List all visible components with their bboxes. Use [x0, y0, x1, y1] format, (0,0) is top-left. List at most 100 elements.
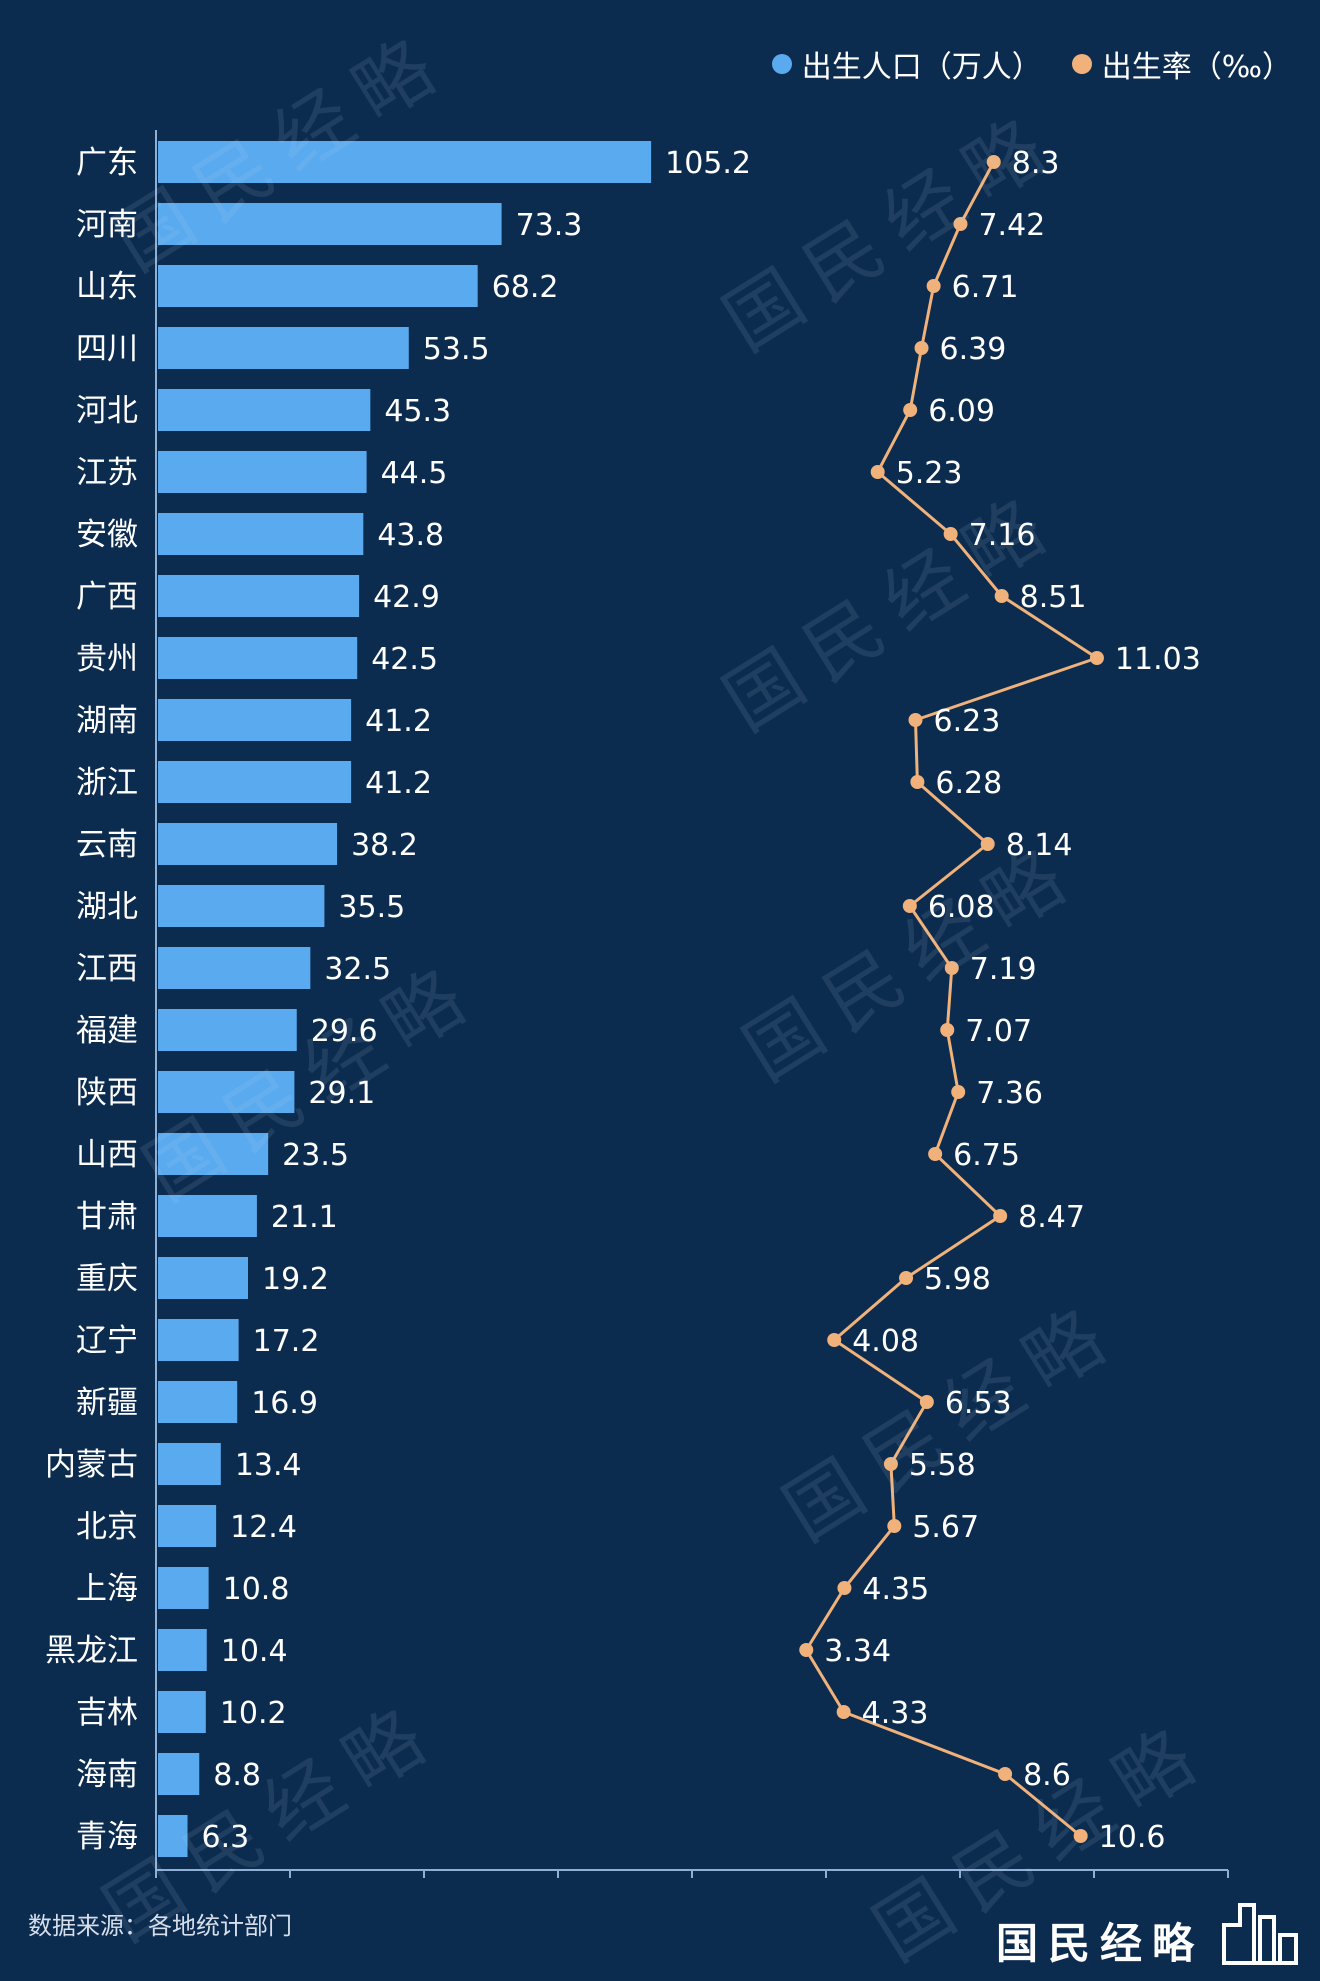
category-label: 山西	[76, 1137, 138, 1173]
rate-point	[902, 899, 917, 913]
category-label: 云南	[76, 827, 138, 863]
chart-legend: 出生人口（万人） 出生率（‰）	[771, 42, 1292, 86]
rate-value-label: 8.14	[1006, 828, 1073, 863]
rate-series-line	[804, 161, 1101, 1838]
category-label: 河南	[76, 207, 138, 243]
category-label: 海南	[76, 1757, 138, 1793]
bar-value-label: 29.1	[308, 1076, 375, 1111]
category-label: 辽宁	[76, 1323, 138, 1359]
bar-value-label: 43.8	[377, 518, 444, 553]
rate-value-label: 6.39	[940, 332, 1007, 367]
bar	[158, 513, 364, 555]
data-source: 数据来源： 各地统计部门	[28, 1906, 292, 1941]
bar	[158, 265, 478, 307]
bar	[158, 1071, 295, 1113]
rate-point	[1089, 651, 1104, 665]
rate-point	[837, 1581, 852, 1595]
rate-value-label: 7.07	[965, 1014, 1032, 1049]
rate-point	[910, 775, 925, 789]
category-label: 内蒙古	[45, 1447, 138, 1483]
category-label: 广东	[76, 145, 138, 181]
bar-value-label: 44.5	[381, 456, 448, 491]
bar	[158, 1133, 269, 1175]
rate-point	[827, 1333, 842, 1347]
rate-point	[928, 1147, 943, 1161]
bar-value-label: 8.8	[213, 1758, 261, 1793]
rate-value-label: 7.16	[969, 518, 1036, 553]
rate-value-label: 5.98	[924, 1262, 991, 1297]
data-source-label: 数据来源：	[28, 1912, 148, 1940]
rate-point	[1073, 1829, 1088, 1843]
bar-value-label: 45.3	[384, 394, 451, 429]
rate-point	[836, 1705, 851, 1719]
bar-value-label: 10.2	[220, 1696, 287, 1731]
bar	[158, 947, 311, 989]
bar	[158, 1629, 207, 1671]
bar	[158, 1319, 239, 1361]
bar	[158, 1567, 209, 1609]
category-label: 山东	[76, 269, 138, 305]
bar	[158, 1505, 217, 1547]
category-label: 河北	[76, 393, 138, 429]
rate-point	[944, 961, 959, 975]
bar-value-label: 105.2	[665, 146, 751, 181]
rate-value-label: 8.51	[1020, 580, 1087, 615]
logo-text: 国民经略	[995, 1919, 1204, 1968]
bar	[158, 1753, 200, 1795]
bar-value-label: 12.4	[230, 1510, 297, 1545]
rate-value-label: 5.58	[909, 1448, 976, 1483]
rate-point	[883, 1457, 898, 1471]
bar	[158, 1381, 238, 1423]
category-label: 重庆	[76, 1261, 138, 1297]
bar-value-label: 32.5	[324, 952, 391, 987]
bar	[158, 1815, 188, 1857]
rate-point	[799, 1643, 814, 1657]
bar	[158, 761, 352, 803]
rate-value-label: 5.23	[896, 456, 963, 491]
rate-value-label: 5.67	[912, 1510, 979, 1545]
bar-value-label: 42.5	[371, 642, 438, 677]
rate-point	[980, 837, 995, 851]
legend-label-births: 出生人口（万人）	[801, 50, 1042, 85]
bar	[158, 1443, 221, 1485]
rate-point	[953, 217, 968, 231]
rate-point	[903, 403, 918, 417]
bar	[158, 575, 360, 617]
bar	[158, 1009, 297, 1051]
bar-value-label: 42.9	[373, 580, 440, 615]
bar	[158, 1257, 248, 1299]
legend-swatch-births	[771, 54, 792, 74]
rate-point	[940, 1023, 955, 1037]
brand-logo: 国民经略	[996, 1895, 1300, 1965]
bar	[158, 203, 502, 245]
rate-value-label: 3.34	[824, 1634, 891, 1669]
rate-value-label: 6.08	[928, 890, 995, 925]
bar-value-label: 10.4	[221, 1634, 288, 1669]
category-label: 陕西	[76, 1075, 138, 1111]
rate-point	[899, 1271, 914, 1285]
bar-value-label: 53.5	[423, 332, 490, 367]
category-label: 吉林	[76, 1695, 138, 1731]
bar	[158, 699, 352, 741]
bar	[158, 1195, 257, 1237]
bar	[158, 451, 367, 493]
category-label: 江苏	[76, 455, 138, 491]
rate-value-label: 6.23	[933, 704, 1000, 739]
bar-value-label: 19.2	[262, 1262, 329, 1297]
bar	[158, 1691, 206, 1733]
bar-value-label: 23.5	[282, 1138, 349, 1173]
rate-point	[998, 1767, 1013, 1781]
bar-value-label: 35.5	[338, 890, 405, 925]
bar-value-label: 38.2	[351, 828, 418, 863]
bar-value-label: 16.9	[251, 1386, 318, 1421]
rate-value-label: 4.35	[862, 1572, 929, 1607]
category-label: 江西	[76, 951, 138, 987]
bar	[158, 327, 409, 369]
bar-value-label: 41.2	[365, 766, 432, 801]
rate-point	[943, 527, 958, 541]
rate-value-label: 7.19	[970, 952, 1037, 987]
category-label: 安徽	[76, 517, 138, 553]
rate-point	[870, 465, 885, 479]
rate-point	[994, 589, 1009, 603]
